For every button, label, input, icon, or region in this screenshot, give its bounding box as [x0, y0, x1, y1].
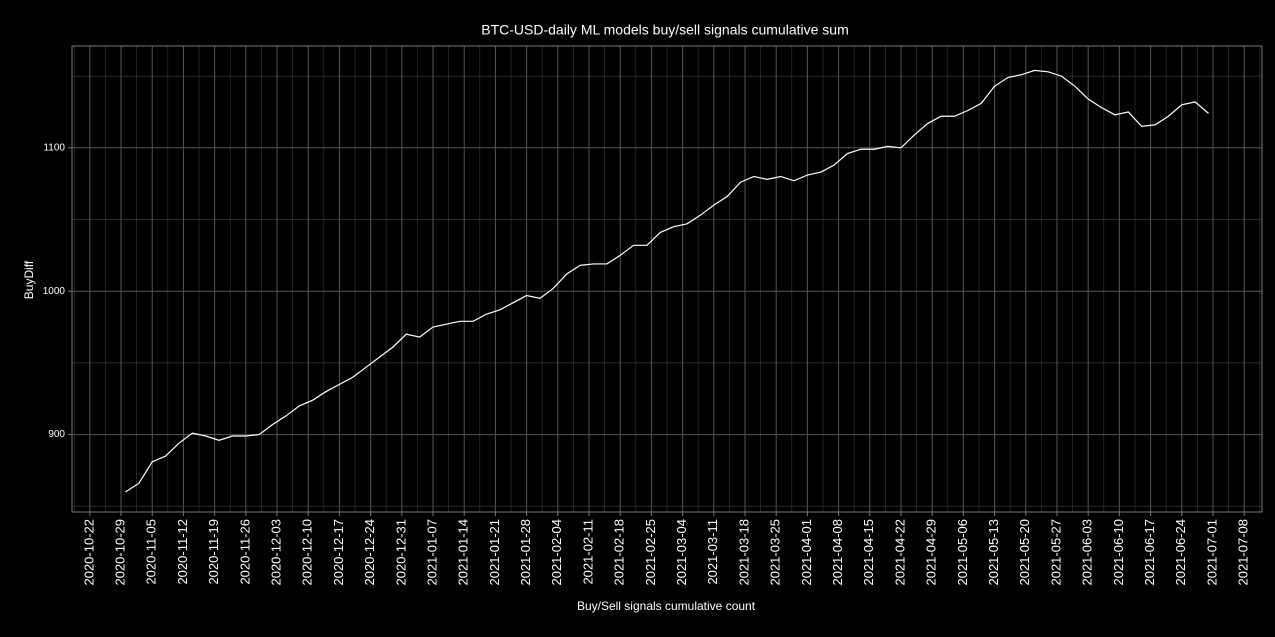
x-tick-label: 2020-11-12	[175, 519, 190, 585]
x-tick-label: 2021-03-11	[705, 519, 720, 585]
x-axis-label: Buy/Sell signals cumulative count	[577, 599, 756, 613]
x-tick-label: 2021-05-13	[986, 519, 1001, 586]
y-tick-label: 1000	[43, 286, 66, 297]
x-tick-label: 2021-03-25	[768, 519, 783, 586]
plot-border	[71, 45, 1263, 513]
x-tick-label: 2021-03-04	[674, 519, 689, 586]
x-tick-label: 2021-04-22	[892, 519, 907, 586]
x-tick-label: 2021-05-20	[1017, 519, 1032, 586]
x-tick-label: 2021-01-28	[518, 519, 533, 586]
x-tick-label: 2021-01-21	[487, 519, 502, 586]
grid	[72, 46, 1262, 512]
x-tick-label: 2021-01-14	[456, 519, 471, 586]
y-axis-label: BuyDiff	[22, 260, 36, 299]
x-tick-label: 2021-02-04	[549, 519, 564, 586]
x-tick-label: 2020-12-10	[300, 519, 315, 586]
y-tick-label: 1100	[43, 142, 65, 153]
x-tick-label: 2020-10-22	[81, 519, 96, 586]
x-tick-label: 2021-01-07	[424, 519, 439, 586]
x-tick-label: 2020-12-31	[393, 519, 408, 586]
x-tick-label: 2021-06-03	[1080, 519, 1095, 586]
chart-title: BTC-USD-daily ML models buy/sell signals…	[481, 22, 849, 38]
x-tick-label: 2020-11-19	[206, 519, 221, 585]
x-tick-label: 2021-05-27	[1048, 519, 1063, 586]
x-tick-label: 2021-03-18	[736, 519, 751, 586]
x-tick-label: 2020-11-05	[144, 519, 159, 585]
x-tick-label: 2020-10-29	[112, 519, 127, 586]
x-tick-label: 2021-04-29	[924, 519, 939, 586]
x-tick-label: 2021-04-08	[830, 519, 845, 586]
x-tick-label: 2021-06-17	[1142, 519, 1157, 586]
x-tick-label: 2021-04-01	[799, 519, 814, 586]
x-tick-label: 2021-02-25	[643, 519, 658, 586]
y-tick-label: 900	[48, 429, 65, 440]
x-tick-label: 2021-02-18	[612, 519, 627, 586]
x-tick-label: 2021-07-08	[1236, 519, 1251, 586]
x-tick-label: 2021-02-11	[580, 519, 595, 585]
x-tick-label: 2021-04-15	[861, 519, 876, 586]
x-tick-label: 2020-11-26	[237, 519, 252, 585]
x-tick-label: 2021-06-24	[1173, 519, 1188, 586]
x-tick-label: 2020-12-17	[331, 519, 346, 586]
x-tick-label: 2020-12-24	[362, 519, 377, 586]
x-tick-label: 2021-07-01	[1204, 519, 1219, 586]
data-line	[125, 69, 1209, 493]
x-tick-label: 2021-06-10	[1111, 519, 1126, 586]
x-tick-label: 2020-12-03	[268, 519, 283, 586]
x-tick-label: 2021-05-06	[955, 519, 970, 586]
